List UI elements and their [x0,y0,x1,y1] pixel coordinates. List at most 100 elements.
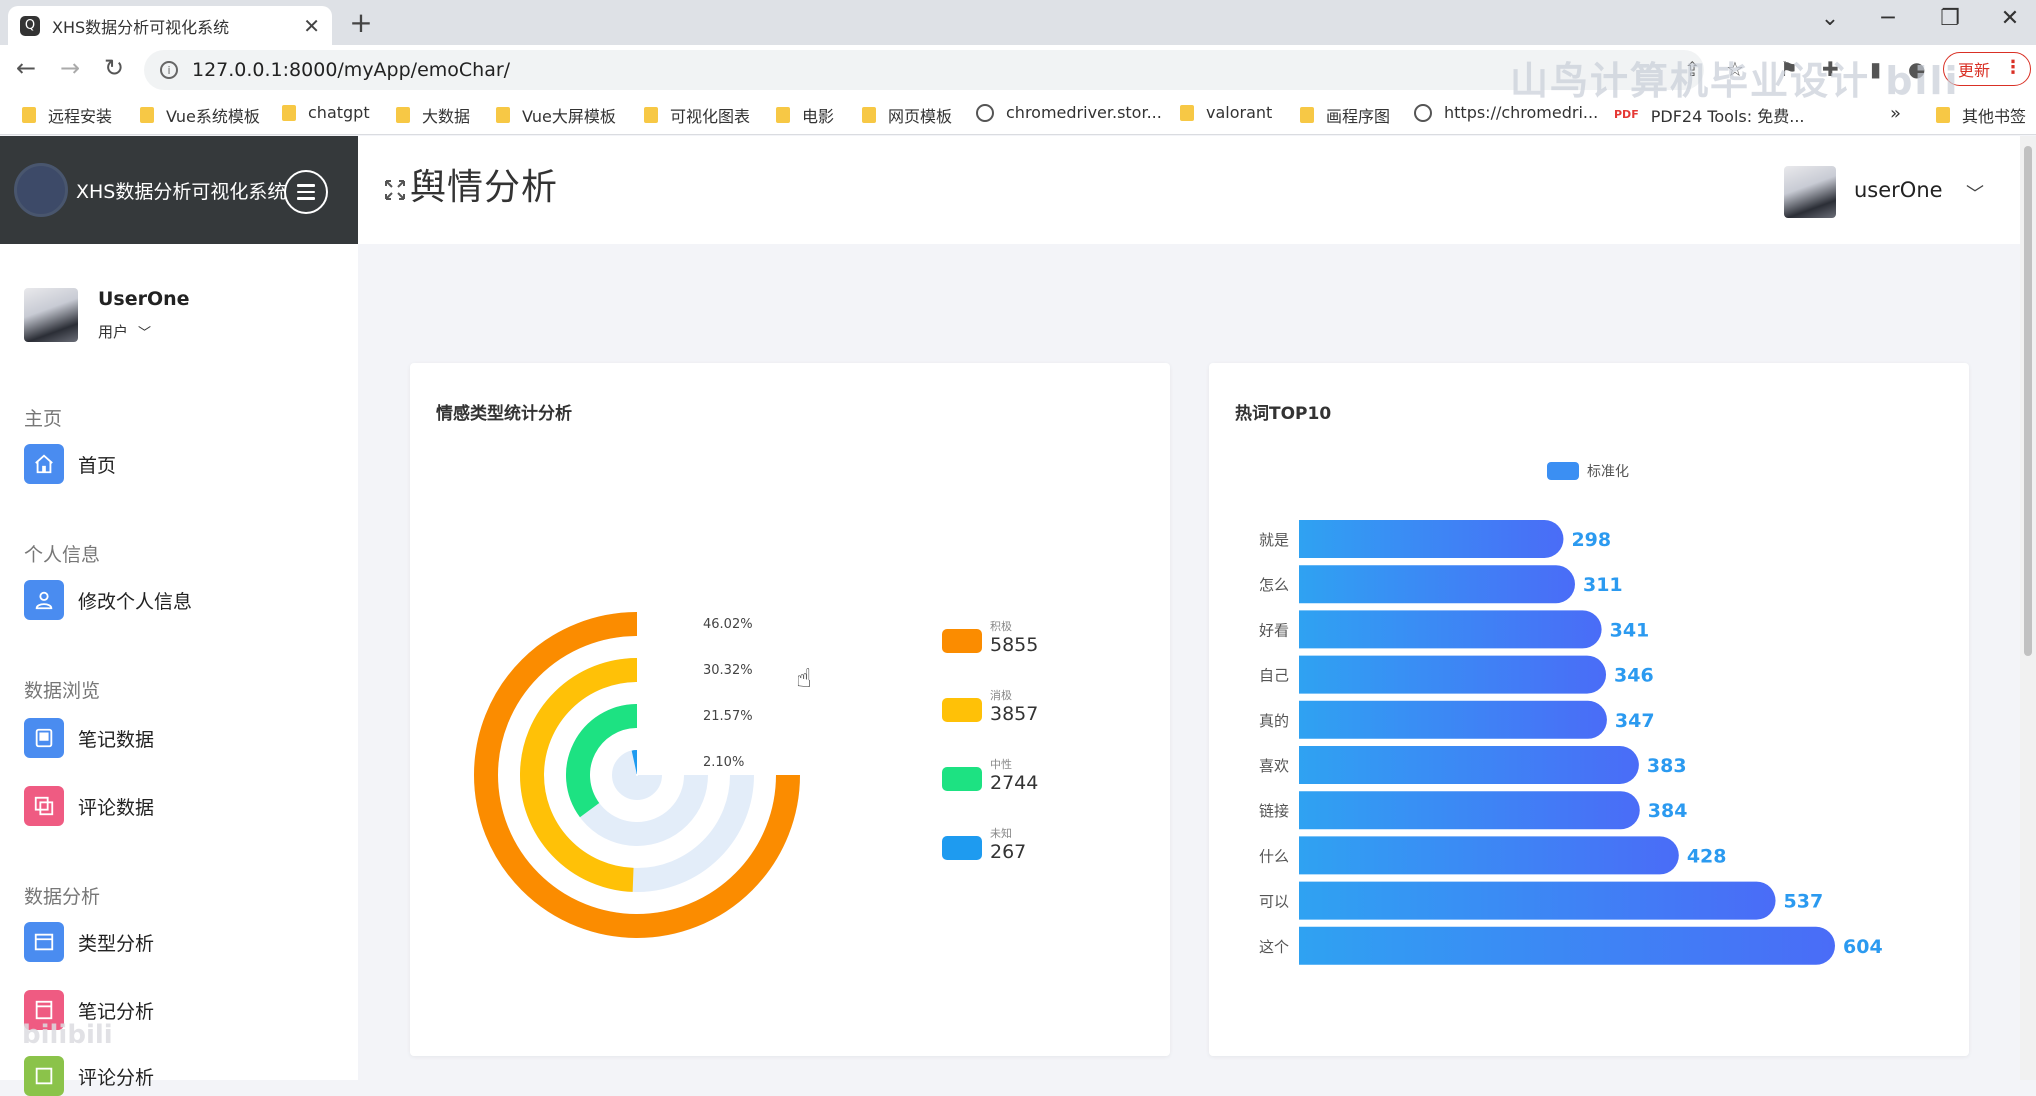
hotword-bar[interactable] [1299,746,1639,784]
bookmark-label: Vue大屏模板 [522,103,616,127]
folder-icon [1300,107,1314,123]
fullscreen-icon[interactable] [383,178,407,202]
radial-bar-percent-label: 30.32% [703,663,753,678]
sidebar-item[interactable]: 评论分析 [24,1056,154,1096]
tab-favicon-icon: Q [20,16,40,36]
page-scrollbar[interactable] [2020,136,2036,1080]
close-window-icon[interactable]: ✕ [1990,6,2030,31]
site-info-icon[interactable]: i [160,61,178,79]
brand-bar: XHS数据分析可视化系统 [0,136,358,244]
legend-swatch[interactable] [1547,462,1579,480]
bar-value-label: 537 [1784,891,1824,913]
legend-value-label: 267 [990,841,1026,863]
sidebar-item-label: 评论分析 [78,1063,154,1090]
emotion-radial-chart: 46.02%30.32%21.57%2.10%积极5855消极3857中性274… [410,363,1170,1056]
legend-swatch[interactable] [942,698,982,722]
folder-icon [862,107,876,123]
legend-swatch[interactable] [942,836,982,860]
hotword-bar[interactable] [1299,656,1606,694]
bookmark-label: chatgpt [308,103,370,122]
hotword-bar[interactable] [1299,836,1679,874]
bookmark-item[interactable]: 可视化图表 [644,103,750,127]
bar-category-label: 这个 [1259,938,1289,956]
top-header: userOne ﹀ [358,136,2020,244]
bookmark-item[interactable]: Vue大屏模板 [496,103,616,127]
hotword-bar[interactable] [1299,882,1776,920]
bookmark-item[interactable]: valorant [1180,103,1272,122]
bookmark-item[interactable]: chromedriver.stor... [976,103,1162,122]
bookmark-label: Vue系统模板 [166,103,260,127]
bookmark-label: 网页模板 [888,103,952,127]
brand-name: XHS数据分析可视化系统 [76,177,286,204]
bookmark-item[interactable]: 网页模板 [862,103,952,127]
browser-tab-strip: Q XHS数据分析可视化系统 ✕ + ⌄ ─ ❐ ✕ [0,0,2036,45]
sidebar-section-title: 数据分析 [24,882,100,909]
bookmark-item[interactable]: chatgpt [282,103,370,122]
hotword-bar[interactable] [1299,520,1563,558]
sidebar-item[interactable]: 首页 [24,444,116,484]
sidebar-item-label: 首页 [78,451,116,478]
sidebar-item[interactable]: 修改个人信息 [24,580,192,620]
copy-icon [24,786,64,826]
bar-value-label: 346 [1614,665,1654,687]
minimize-icon[interactable]: ─ [1868,6,1908,31]
bar-value-label: 311 [1583,574,1623,596]
bookmark-item[interactable]: 电影 [776,103,834,127]
legend-value-label: 2744 [990,772,1038,794]
header-username[interactable]: userOne [1854,178,1943,202]
bookmark-item[interactable]: 画程序图 [1300,103,1390,127]
browser-tab[interactable]: Q XHS数据分析可视化系统 ✕ [8,6,332,45]
hotword-bar[interactable] [1299,610,1602,648]
sidebar-item[interactable]: 评论数据 [24,786,154,826]
forward-icon[interactable]: → [54,54,86,82]
sidebar-item-label: 修改个人信息 [78,587,192,614]
pdf24-icon: PDF [1614,110,1639,120]
sidebar-item[interactable]: 笔记数据 [24,718,154,758]
bar-category-label: 好看 [1259,621,1289,639]
hotword-bar[interactable] [1299,791,1640,829]
hotword-bar[interactable] [1299,927,1835,965]
bookmark-label: 电影 [802,103,834,127]
folder-icon [776,107,790,123]
reload-icon[interactable]: ↻ [98,54,130,82]
address-bar[interactable]: i 127.0.0.1:8000/myApp/emoChar/ [144,50,1704,90]
close-tab-icon[interactable]: ✕ [303,14,320,38]
legend-swatch[interactable] [942,767,982,791]
page-title: 舆情分析 [410,158,558,210]
bookmark-item[interactable]: 远程安装 [22,103,112,127]
back-icon[interactable]: ← [10,54,42,82]
bar-category-label: 自己 [1259,667,1289,685]
new-tab-button[interactable]: + [344,6,378,39]
mouse-cursor-icon: ☝ [796,664,812,694]
more-bookmarks-button[interactable]: » [1890,103,1901,124]
bookmark-label: 大数据 [422,103,470,127]
sidebar: XHS数据分析可视化系统 UserOne 用户﹀ 主页首页个人信息修改个人信息数… [0,136,358,1080]
menu-dots-icon: ⋮ [2004,57,2022,78]
tab-title: XHS数据分析可视化系统 [52,14,303,38]
user-icon [24,580,64,620]
menu-toggle-icon[interactable] [284,170,328,214]
bookmark-item[interactable]: Vue系统模板 [140,103,260,127]
video-watermark: 山鸟计算机毕业设计 bili [1510,50,1960,105]
scrollbar-thumb[interactable] [2024,146,2032,656]
bookmark-item[interactable]: 大数据 [396,103,470,127]
bar-value-label: 428 [1687,845,1727,867]
user-role-dropdown[interactable]: 用户﹀ [98,321,151,342]
header-avatar[interactable] [1784,166,1836,218]
hotword-bar[interactable] [1299,565,1575,603]
avatar[interactable] [24,288,78,342]
other-bookmarks[interactable]: 其他书签 [1936,103,2026,127]
tab-search-chevron-icon[interactable]: ⌄ [1810,6,1850,31]
bar-value-label: 384 [1648,800,1688,822]
globe-icon [976,104,994,122]
legend-swatch[interactable] [942,629,982,653]
bookmark-item[interactable]: https://chromedri... [1414,103,1598,122]
hotword-bar[interactable] [1299,701,1607,739]
restore-icon[interactable]: ❐ [1930,6,1970,31]
sidebar-item[interactable]: 类型分析 [24,922,154,962]
legend-value-label: 3857 [990,703,1038,725]
chevron-down-icon[interactable]: ﹀ [1966,180,1984,206]
